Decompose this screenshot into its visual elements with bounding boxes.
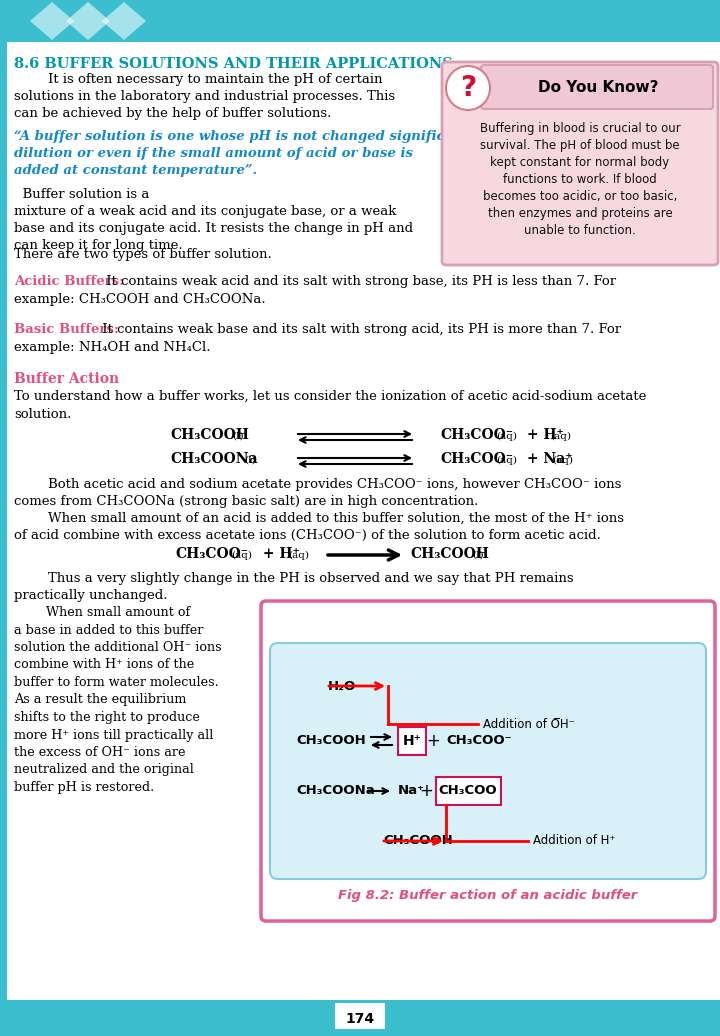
Text: 8.6 BUFFER SOLUTIONS AND THEIR APPLICATIONS: 8.6 BUFFER SOLUTIONS AND THEIR APPLICATI… — [14, 57, 453, 71]
Text: “A buffer solution is one whose pH is not changed significantly on
dilution or e: “A buffer solution is one whose pH is no… — [14, 130, 505, 177]
Text: Fig 8.2: Buffer action of an acidic buffer: Fig 8.2: Buffer action of an acidic buff… — [338, 890, 638, 902]
Text: CH₃COOH: CH₃COOH — [410, 547, 489, 562]
Text: It is often necessary to maintain the pH of certain
solutions in the laboratory : It is often necessary to maintain the pH… — [14, 73, 395, 120]
Text: There are two types of buffer solution.: There are two types of buffer solution. — [14, 248, 271, 261]
Text: (l): (l) — [232, 432, 243, 441]
Bar — [0, 42, 7, 1021]
Text: example: CH₃COOH and CH₃COONa.: example: CH₃COOH and CH₃COONa. — [14, 293, 266, 306]
Text: CH₃COOH: CH₃COOH — [383, 835, 453, 847]
Text: CH₃COO⁻: CH₃COO⁻ — [175, 547, 248, 562]
Text: When small amount of
a base in added to this buffer
solution the additional OH⁻ : When small amount of a base in added to … — [14, 606, 222, 794]
Text: CH₃COO⁻: CH₃COO⁻ — [446, 735, 512, 748]
Text: CH₃COOH: CH₃COOH — [296, 735, 366, 748]
Text: CH₃COO: CH₃COO — [438, 784, 498, 798]
Text: Both acetic acid and sodium acetate provides CH₃COO⁻ ions, however CH₃COO⁻ ions
: Both acetic acid and sodium acetate prov… — [14, 478, 621, 508]
Bar — [436, 777, 501, 805]
Text: +: + — [426, 732, 440, 750]
FancyBboxPatch shape — [442, 62, 718, 265]
Text: (aq): (aq) — [552, 456, 573, 465]
Text: Acidic Buffers:: Acidic Buffers: — [14, 275, 124, 288]
Text: Thus a very slightly change in the PH is observed and we say that PH remains
pra: Thus a very slightly change in the PH is… — [14, 572, 574, 602]
Text: CH₃COOH: CH₃COOH — [170, 428, 249, 442]
Polygon shape — [66, 2, 110, 40]
Text: When small amount of an acid is added to this buffer solution, the most of the H: When small amount of an acid is added to… — [14, 512, 624, 542]
Text: (l): (l) — [472, 551, 484, 560]
Text: It contains weak acid and its salt with strong base, its PH is less than 7. For: It contains weak acid and its salt with … — [102, 275, 616, 288]
Text: + Na⁺: + Na⁺ — [522, 452, 572, 466]
Text: Buffering in blood is crucial to our
survival. The pH of blood must be
kept cons: Buffering in blood is crucial to our sur… — [480, 122, 680, 237]
FancyBboxPatch shape — [270, 643, 706, 879]
FancyBboxPatch shape — [481, 65, 713, 109]
Text: Do You Know?: Do You Know? — [538, 80, 658, 94]
Text: (aq): (aq) — [496, 432, 517, 441]
Text: Buffer solution is a
mixture of a weak acid and its conjugate base, or a weak
ba: Buffer solution is a mixture of a weak a… — [14, 188, 413, 252]
Text: H₂O: H₂O — [328, 680, 356, 692]
Polygon shape — [102, 2, 146, 40]
Bar — [0, 1000, 720, 1036]
Text: (aq): (aq) — [231, 551, 252, 560]
Text: CH₃COO⁻: CH₃COO⁻ — [440, 452, 513, 466]
Circle shape — [446, 66, 490, 110]
Text: +: + — [419, 782, 433, 800]
Text: solution.: solution. — [14, 408, 71, 421]
Text: (aq): (aq) — [496, 456, 517, 465]
FancyBboxPatch shape — [261, 601, 715, 921]
Text: 174: 174 — [346, 1012, 374, 1026]
Polygon shape — [30, 2, 74, 40]
Text: (aq): (aq) — [550, 432, 571, 441]
Text: H⁺: H⁺ — [402, 733, 421, 748]
Bar — [335, 1003, 385, 1029]
Text: Addition of H⁺: Addition of H⁺ — [533, 835, 616, 847]
Text: Na⁺: Na⁺ — [398, 784, 425, 798]
Text: + H⁺: + H⁺ — [522, 428, 564, 442]
Text: CH₃COONa: CH₃COONa — [296, 784, 374, 798]
Text: Basic Buffers:: Basic Buffers: — [14, 323, 119, 336]
Text: CH₃COONa: CH₃COONa — [170, 452, 258, 466]
Text: example: NH₄OH and NH₄Cl.: example: NH₄OH and NH₄Cl. — [14, 341, 210, 354]
Text: To understand how a buffer works, let us consider the ionization of acetic acid-: To understand how a buffer works, let us… — [14, 390, 647, 403]
Text: + H⁺: + H⁺ — [258, 547, 300, 562]
Text: Addition of O̅H⁻: Addition of O̅H⁻ — [483, 718, 575, 730]
Text: (aq): (aq) — [288, 551, 309, 560]
Bar — [0, 0, 720, 42]
Text: (l): (l) — [244, 456, 256, 465]
Bar — [398, 727, 426, 755]
Text: Buffer Action: Buffer Action — [14, 372, 119, 386]
Text: CH₃COO⁻: CH₃COO⁻ — [440, 428, 513, 442]
Text: It contains weak base and its salt with strong acid, its PH is more than 7. For: It contains weak base and its salt with … — [98, 323, 621, 336]
Text: ?: ? — [460, 74, 476, 102]
